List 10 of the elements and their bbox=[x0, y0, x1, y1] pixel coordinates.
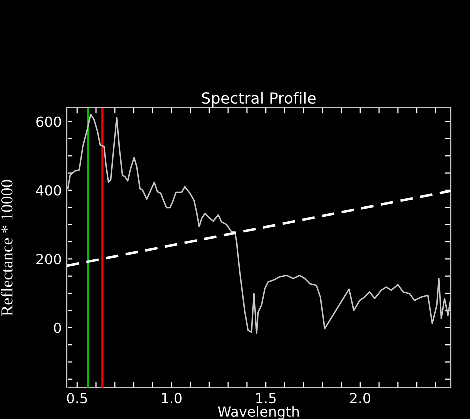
chart-title: Spectral Profile bbox=[202, 92, 316, 108]
x-tick-label: 1.0 bbox=[162, 393, 182, 404]
y-tick-label: 0 bbox=[54, 322, 62, 334]
x-tick-label: 0.5 bbox=[67, 393, 88, 404]
y-tick-label: 600 bbox=[36, 116, 62, 128]
y-axis-title: Reflectance * 10000 bbox=[0, 180, 13, 316]
y-tick-label: 400 bbox=[36, 185, 62, 196]
x-tick-label: 2.0 bbox=[350, 393, 371, 404]
x-tick-label: 1.5 bbox=[256, 393, 276, 404]
y-tick-label: 200 bbox=[36, 254, 62, 265]
